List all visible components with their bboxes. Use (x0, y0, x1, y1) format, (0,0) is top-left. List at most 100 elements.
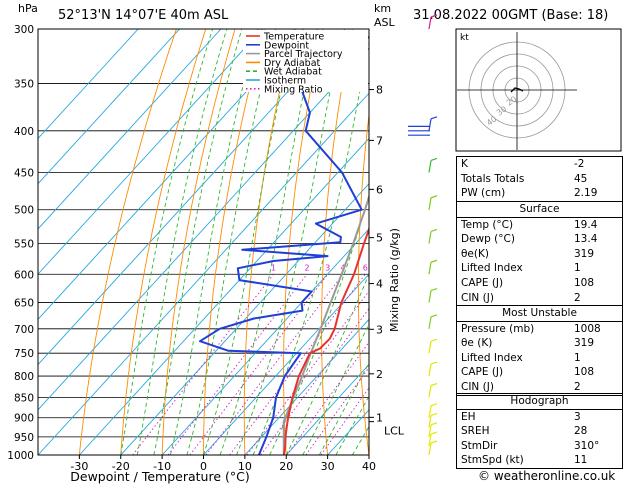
pressure-tick-label: 800 (14, 371, 34, 383)
x-axis-label: Dewpoint / Temperature (°C) (70, 469, 249, 484)
pressure-tick-label: 600 (14, 269, 34, 281)
copyright: © weatheronline.co.uk (478, 469, 616, 483)
temperature-tick-label: 40 (362, 460, 376, 473)
profiles: 1 2 3 4 6 8 10 15 20 25 (199, 35, 456, 455)
wind-barb (428, 341, 432, 354)
mixing-ratio-label: 4 (340, 263, 345, 272)
wind-barb (428, 363, 432, 377)
pressure-tick-label: 500 (14, 205, 34, 217)
isotherm-line (38, 29, 304, 321)
legend-label: Dry Adiabat (264, 58, 321, 69)
hodo-label: StmSpd (kt) (461, 454, 524, 467)
km-tick-label: 3 (376, 323, 383, 336)
surface-value: 13.4 (574, 233, 598, 246)
mu-value: 2 (574, 380, 581, 393)
wet-adiabat-line (219, 29, 318, 455)
surface-label: θe(K) (461, 247, 489, 260)
surface-label: CIN (J) (461, 291, 494, 304)
index-row: K -2 (457, 157, 622, 172)
pressure-tick-label: 950 (14, 432, 34, 444)
isotherm-line (244, 318, 369, 455)
wet-adiabat-line (318, 362, 369, 455)
surface-rows: Temp (°C) 19.4 Dewp (°C) 13.4 θe(K) 319 Lif… (457, 216, 622, 306)
mixing-ratio-line (167, 274, 308, 455)
wind-barb-flag (430, 116, 438, 120)
wind-barb (428, 160, 432, 173)
indices-panel: K -2 Totals Totals 45 PW (cm) 2.19 (456, 156, 623, 202)
wind-barb (428, 231, 432, 244)
wind-barb-flag (430, 422, 438, 426)
temperature-tick-label: -10 (153, 460, 171, 473)
pressure-tick-label: 650 (14, 298, 34, 310)
mixing-ratio-line (260, 307, 369, 455)
surface-label: Dewp (°C) (461, 233, 515, 246)
wind-barb-flag (430, 412, 438, 416)
dry-adiabat-line (78, 29, 177, 455)
surface-label: CAPE (J) (461, 276, 504, 289)
surface-value: 19.4 (574, 218, 598, 231)
km-tick-label: 8 (376, 84, 383, 97)
dry-adiabat-line (429, 29, 452, 455)
axes: 3003504004505005506006507007508008509009… (7, 24, 376, 473)
mixing-ratio-line (229, 274, 366, 455)
isotherm-line (38, 29, 263, 275)
isotherm-line (38, 47, 369, 411)
temperature-tick-label: 0 (200, 460, 207, 473)
index-row: Totals Totals 45 (457, 172, 622, 187)
wet-adiabat-line (153, 29, 243, 455)
temperature-tick-label: 20 (279, 460, 293, 473)
mixing-ratio-line (246, 290, 369, 455)
hodo-label: StmDir (461, 439, 498, 452)
mixing-ratio-line (305, 366, 369, 455)
hodo-value: 3 (574, 410, 581, 423)
dry-adiabat-line (120, 29, 207, 455)
km-tick-label: 7 (376, 134, 383, 147)
wet-adiabat-line (136, 29, 228, 455)
mu-value: 319 (574, 337, 595, 350)
mixing-ratio-axis-label: Mixing Ratio (g/kg) (388, 228, 401, 332)
index-label: K (461, 158, 468, 170)
mu-label: Lifted Index (461, 351, 523, 364)
mixing-ratio-label: 3 (325, 263, 330, 272)
wind-barb (428, 405, 432, 418)
wind-barb (428, 433, 432, 447)
index-value: 45 (574, 172, 588, 185)
wind-barb-flag (430, 382, 438, 387)
legend-label: Mixing Ratio (264, 84, 323, 95)
mixing-ratio-label: 8 (379, 263, 384, 272)
mu-value: 108 (574, 366, 595, 379)
pressure-tick-label: 300 (14, 24, 34, 36)
wind-barb-flag (430, 195, 438, 199)
most-unstable-title: Most Unstable (502, 307, 577, 319)
mu-label: CAPE (J) (461, 366, 504, 379)
pressure-tick-label: 400 (14, 126, 34, 138)
hodo-value: 11 (574, 454, 588, 467)
km-axis-title: km (374, 2, 392, 15)
temperature-tick-label: -30 (70, 460, 88, 473)
wind-barb (428, 290, 432, 303)
isotherm-line (38, 29, 139, 140)
dry-adiabat-line (161, 29, 236, 455)
wet-adiabat-line (285, 272, 369, 455)
hodo-value: 28 (574, 425, 588, 438)
dry-adiabat-line (357, 111, 369, 455)
wind-barb (428, 442, 432, 456)
surface-value: 108 (574, 276, 595, 289)
wind-barb (428, 415, 432, 428)
km-tick-label: 1 (376, 411, 383, 424)
wind-barb-flag (430, 228, 438, 233)
mixing-ratio-label: 25 (446, 263, 456, 272)
surface-title: Surface (519, 203, 560, 215)
wet-adiabat-line (203, 29, 296, 455)
pressure-tick-label: 900 (14, 413, 34, 425)
dry-adiabat-line (243, 29, 295, 455)
hpa-axis-title: hPa (18, 2, 38, 15)
wet-adiabat-line (335, 395, 369, 455)
wind-barb (428, 424, 432, 437)
km-tick-label: 5 (376, 232, 383, 245)
mixing-ratio-label: 20 (432, 263, 442, 272)
datetime-title: 31.08.2022 00GMT (Base: 18) (413, 8, 609, 23)
